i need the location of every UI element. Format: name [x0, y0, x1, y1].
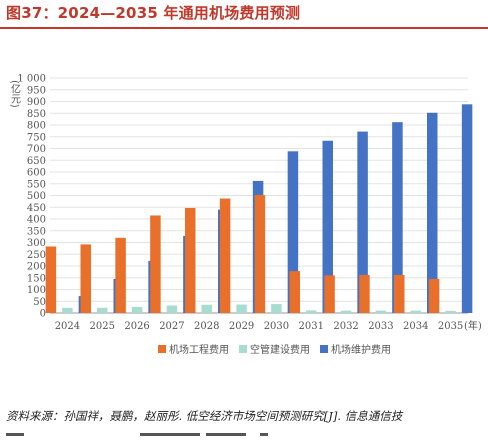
- bar-2-2031: [306, 310, 317, 313]
- bar-2-2029: [236, 304, 247, 313]
- x-tick-label: 2030: [264, 321, 289, 332]
- x-unit-label: (年): [464, 319, 482, 332]
- y-tick-label: 900: [27, 97, 46, 108]
- x-tick-labels: 2024 2025 2026 2027 2028 2029 2030 2031 2032 2033…: [55, 321, 464, 332]
- bar-1-2025: [80, 244, 91, 313]
- bar-1-2032: [324, 275, 335, 313]
- y-tick-label: 950: [27, 85, 46, 96]
- x-tick-label: 2029: [229, 321, 254, 332]
- bar-1-2034: [394, 274, 405, 313]
- bar-3-2032: [357, 131, 368, 313]
- legend-swatch: [239, 345, 247, 353]
- bar-3-2035: [461, 104, 473, 313]
- y-tick-label: 250: [27, 250, 46, 261]
- bar-chart: 0501001502002503003504004505005506006507…: [9, 74, 482, 357]
- x-tick-label: 2025: [90, 321, 115, 332]
- x-tick-label: 2032: [333, 321, 358, 332]
- y-tick-label: 400: [27, 215, 46, 226]
- bar-1-2033: [359, 274, 370, 313]
- legend-label: 机场工程费用: [169, 343, 229, 356]
- bar-2-2026: [131, 306, 143, 313]
- bar-1-2028: [185, 207, 196, 313]
- bar-3-2030: [287, 151, 299, 313]
- legend-label: 机场维护费用: [331, 343, 391, 356]
- y-unit-label: (亿元): [9, 80, 21, 108]
- y-tick-label: 0: [40, 309, 46, 320]
- source-note: 资料来源：孙国祥，聂鹏，赵丽彤. 低空经济市场空间预测研究[J]. 信息通信技: [6, 409, 403, 423]
- y-tick-label: 650: [27, 156, 46, 167]
- y-tick-label: 150: [27, 273, 46, 284]
- bar-3-2034: [427, 112, 438, 313]
- bar-2-2034: [410, 310, 421, 313]
- legend-swatch: [320, 345, 328, 353]
- bar-1-2026: [115, 237, 126, 313]
- bar-2-2035: [445, 310, 456, 313]
- bar-1-2035: [428, 278, 440, 313]
- figure-title: 图37：2024—2035 年通用机场费用预测: [6, 4, 301, 22]
- y-tick-label: 850: [27, 109, 46, 120]
- x-tick-label: 2035: [438, 321, 463, 332]
- bar-2-2033: [375, 310, 387, 313]
- bar-3-2033: [392, 122, 403, 314]
- x-tick-label: 2027: [159, 321, 184, 332]
- bar-1-2029: [219, 198, 231, 313]
- y-tick-label: 350: [27, 226, 46, 237]
- y-tick-label: 750: [27, 132, 46, 143]
- y-tick-label: 700: [27, 144, 46, 155]
- x-tick-label: 2033: [368, 321, 393, 332]
- bar-1-2027: [150, 215, 161, 313]
- bar-2-2027: [166, 305, 178, 313]
- y-tick-label: 550: [27, 179, 46, 190]
- x-tick-label: 2024: [55, 321, 80, 332]
- legend: 机场工程费用 空管建设费用 机场维护费用: [158, 343, 391, 356]
- bar-2-2030: [271, 304, 282, 313]
- y-tick-label: 200: [27, 262, 46, 273]
- y-tick-label: 100: [27, 285, 46, 296]
- bar-2-2028: [201, 304, 212, 313]
- legend-swatch: [158, 345, 166, 353]
- y-tick-label: 500: [27, 191, 46, 202]
- y-tick-label: 300: [27, 238, 46, 249]
- x-tick-label: 2028: [194, 321, 219, 332]
- x-tick-label: 2034: [403, 321, 428, 332]
- y-tick-label: 1 000: [17, 74, 46, 85]
- y-tick-labels: 0501001502002503003504004505005506006507…: [17, 74, 46, 320]
- x-tick-label: 2026: [124, 321, 149, 332]
- bar-1-2024: [45, 246, 57, 313]
- source-cutoff-line: [0, 431, 488, 442]
- y-tick-label: 450: [27, 203, 46, 214]
- title-rule: [0, 27, 488, 29]
- bar-3-2031: [322, 140, 333, 313]
- y-tick-label: 600: [27, 168, 46, 179]
- y-tick-label: 800: [27, 121, 46, 132]
- bar-1-2031: [289, 271, 300, 313]
- bar-1-2030: [254, 195, 266, 313]
- x-tick-label: 2031: [299, 321, 324, 332]
- y-tick-label: 50: [33, 297, 46, 308]
- bars: [45, 104, 473, 314]
- bar-2-2025: [97, 307, 108, 313]
- bar-2-2024: [62, 307, 73, 313]
- legend-label: 空管建设费用: [250, 343, 310, 356]
- bar-2-2032: [340, 310, 352, 313]
